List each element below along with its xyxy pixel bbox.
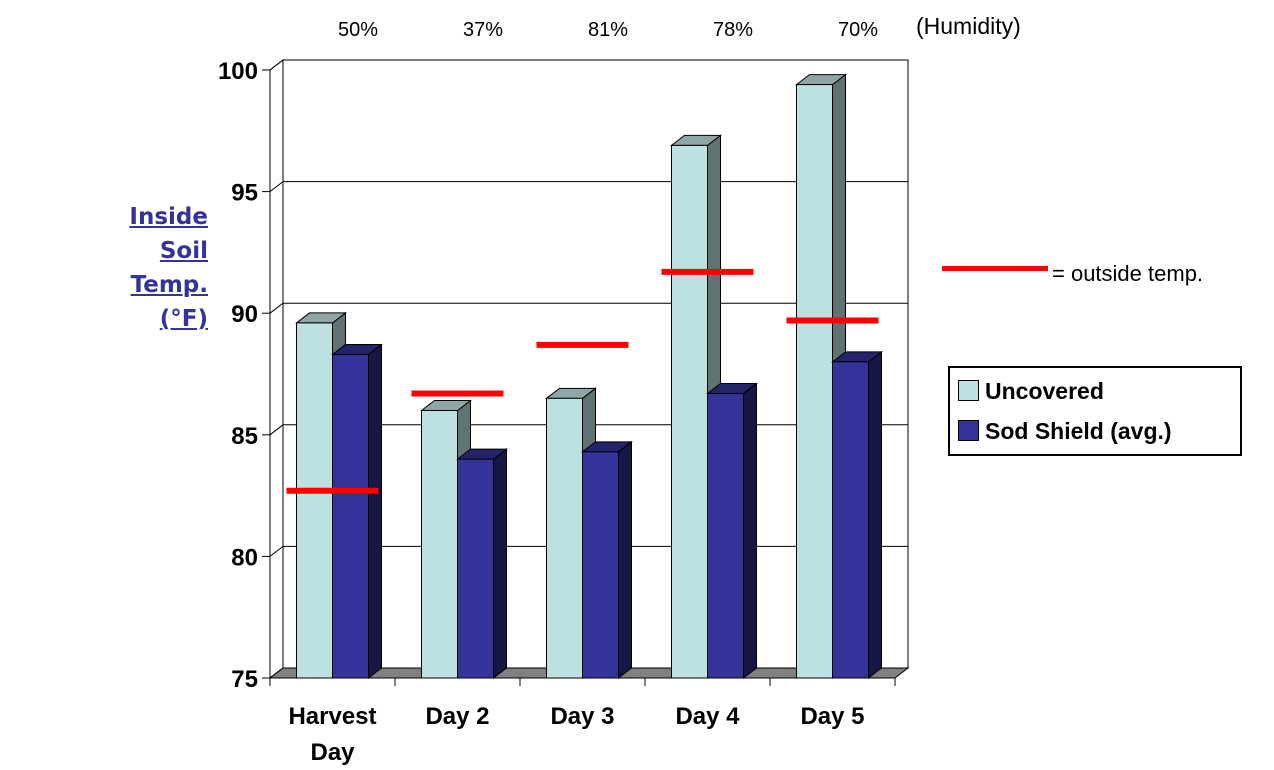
legend-item-sod-shield: Sod Shield (avg.) [958, 418, 1172, 445]
x-tick-label: Day 2 [425, 703, 489, 730]
x-tick-label: Harvest [288, 703, 376, 730]
legend-label-sod-shield: Sod Shield (avg.) [985, 418, 1172, 444]
y-tick-label: 75 [231, 666, 258, 693]
legend-label-uncovered: Uncovered [985, 378, 1104, 404]
bar-side [493, 448, 507, 680]
outside-temp-legend-swatch [942, 266, 1048, 271]
bar-side [868, 350, 882, 680]
humidity-label: 70% [838, 19, 878, 41]
bar-uncovered [796, 84, 833, 679]
x-tick-label-line-2: Day [310, 739, 355, 766]
bar-sod-shield [457, 458, 494, 679]
humidity-caption: (Humidity) [916, 13, 1021, 39]
bar-uncovered [421, 409, 458, 679]
y-tick-label: 100 [218, 58, 258, 85]
bar-sod-shield [332, 354, 369, 679]
series-legend: Uncovered Sod Shield (avg.) [948, 366, 1242, 456]
y-tick-label: 85 [231, 423, 258, 450]
legend-item-uncovered: Uncovered [958, 378, 1104, 405]
humidity-label: 81% [588, 19, 628, 41]
humidity-label: 37% [463, 19, 503, 41]
bar-sod-shield [707, 392, 744, 679]
legend-swatch-sod-shield [958, 420, 979, 441]
y-tick-label: 80 [231, 544, 258, 571]
bar-uncovered [546, 397, 583, 679]
humidity-label: 78% [713, 19, 753, 41]
x-tick-label: Day 5 [800, 703, 864, 730]
x-tick-label: Day 3 [550, 703, 614, 730]
legend-swatch-uncovered [958, 380, 979, 401]
bar-uncovered [296, 322, 333, 679]
y-axis-title-line-2: Temp. (°F) [130, 272, 208, 332]
bar-uncovered [671, 144, 708, 679]
gridline [269, 59, 908, 71]
y-axis-title-line-1: Inside Soil [129, 204, 208, 264]
plot-side-wall [269, 58, 284, 680]
bar-side [618, 440, 632, 680]
y-tick-label: 90 [231, 301, 258, 328]
y-tick-label: 95 [231, 180, 258, 207]
bar-sod-shield [832, 361, 869, 679]
x-tick-label: Day 4 [675, 703, 740, 730]
y-axis-title: Inside Soil Temp. (°F) [118, 200, 208, 336]
bar-side [368, 343, 382, 680]
outside-temp-legend-label: = outside temp. [1052, 261, 1204, 286]
humidity-label: 50% [338, 19, 378, 41]
bar-sod-shield [582, 451, 619, 679]
bar-side [743, 382, 757, 680]
